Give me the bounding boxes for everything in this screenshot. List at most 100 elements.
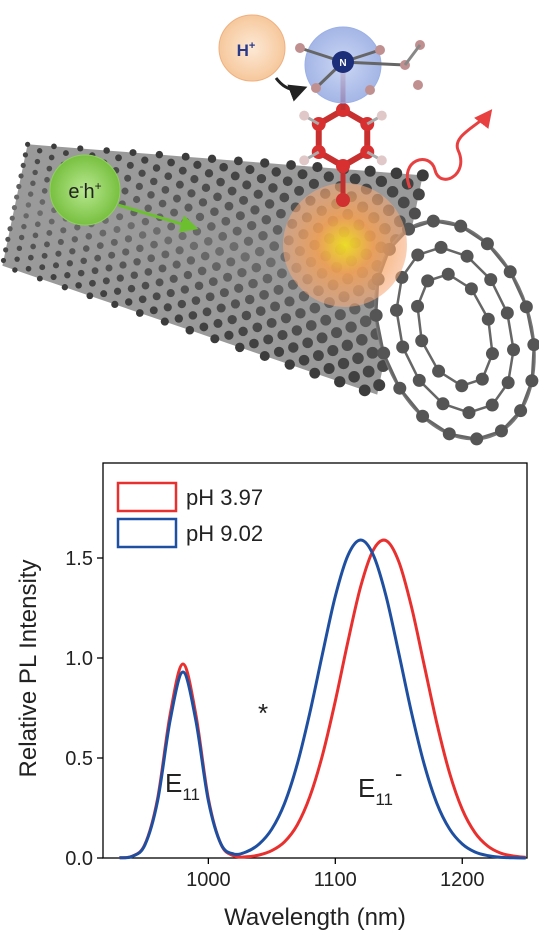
carbon-atom <box>255 306 266 316</box>
carbon-atom <box>147 254 156 263</box>
carbon-atom <box>51 143 57 150</box>
carbon-atom <box>352 352 364 365</box>
annotation-sub: 11 <box>375 790 393 809</box>
carbon-atom <box>216 177 225 187</box>
n-atom <box>332 51 354 73</box>
carbon-atom <box>258 230 268 241</box>
carbon-atom <box>359 315 372 328</box>
annotation-sup: - <box>395 761 402 786</box>
carbon-atom <box>272 225 283 235</box>
carbon-atom <box>237 267 247 278</box>
carbon-atom <box>55 250 62 257</box>
h-atom <box>413 80 423 90</box>
carbon-atom <box>164 236 173 245</box>
carbon-atom <box>61 284 69 291</box>
plot-frame <box>102 462 528 859</box>
carbon-atom <box>136 244 144 253</box>
h-atom <box>299 110 310 121</box>
carbon-atom <box>500 306 514 320</box>
carbon-atom <box>485 398 499 412</box>
carbon-atom <box>94 254 102 262</box>
carbon-atom <box>122 248 130 256</box>
carbon-atom <box>298 354 310 366</box>
carbon-atom <box>271 167 281 177</box>
carbon-atom <box>282 176 293 187</box>
carbon-atom <box>41 252 48 259</box>
carbon-atom <box>34 221 41 228</box>
exciton-h-sup: + <box>95 179 102 193</box>
carbon-atom <box>213 318 223 328</box>
carbon-atom <box>442 427 456 441</box>
carbon-atom <box>216 303 226 313</box>
carbon-atom <box>251 262 262 273</box>
carbon-atom <box>124 235 133 243</box>
exciton-e-sup: - <box>79 179 83 193</box>
carbon-atom <box>411 299 425 313</box>
carbon-atom <box>294 185 305 196</box>
carbon-atom <box>138 169 146 177</box>
carbon-atom <box>297 169 308 180</box>
carbon-atom <box>308 178 320 189</box>
carbon-atom <box>105 264 113 272</box>
carbon-atom <box>241 310 252 321</box>
carbon-atom <box>238 326 248 337</box>
carbon-atom <box>269 241 280 252</box>
carbon-atom <box>229 241 239 252</box>
carbon-atom <box>226 257 236 267</box>
carbon-atom <box>181 152 190 161</box>
carbon-atom <box>187 189 196 198</box>
carbon-atom <box>514 404 528 418</box>
carbon-atom <box>113 226 121 234</box>
carbon-atom <box>37 210 43 216</box>
carbon-atom <box>323 171 335 182</box>
carbon-atom <box>221 216 231 226</box>
legend-label: pH 9.02 <box>186 521 263 546</box>
series-line <box>119 538 526 860</box>
carbon-atom <box>386 186 399 198</box>
carbon-atom <box>305 320 317 331</box>
carbon-atom <box>25 202 32 208</box>
carbon-atom <box>66 260 74 267</box>
carbon-atom <box>14 194 20 200</box>
carbon-atom <box>30 243 36 250</box>
carbon-atom <box>115 154 122 162</box>
x-tick-label: 1200 <box>440 869 485 891</box>
carbon-atom <box>273 346 285 357</box>
carbon-atom <box>180 285 190 294</box>
carbon-atom <box>12 267 18 273</box>
carbon-atom <box>464 282 478 296</box>
carbon-atom <box>393 381 407 395</box>
carbon-atom <box>389 303 403 317</box>
carbon-atom <box>57 238 64 246</box>
carbon-atom <box>135 182 143 191</box>
carbon-atom <box>210 334 220 344</box>
carbon-atom <box>7 226 13 232</box>
carbon-atom <box>377 346 391 360</box>
carbon-atom <box>22 152 29 158</box>
carbon-atom <box>240 252 250 262</box>
exciton-h: h <box>83 181 94 203</box>
carbon-atom <box>32 169 38 176</box>
carbon-atom <box>158 199 167 208</box>
carbon-atom <box>249 338 259 349</box>
carbon-atom <box>116 274 124 282</box>
carbon-atom <box>108 251 116 259</box>
carbon-atom <box>234 283 244 293</box>
carbon-atom <box>470 432 484 446</box>
annotation: * <box>258 698 268 728</box>
carbon-atom <box>188 311 198 320</box>
carbon-atom <box>260 158 270 168</box>
carbon-atom <box>127 284 136 293</box>
carbon-atom <box>172 260 181 269</box>
carbon-atom <box>183 270 193 280</box>
carbon-atom <box>390 167 403 180</box>
carbon-atom <box>291 325 303 336</box>
carbon-atom <box>309 302 321 314</box>
bond <box>403 44 422 66</box>
carbon-atom <box>426 214 440 228</box>
carbon-atom <box>21 223 27 230</box>
carbon-atom <box>194 281 204 291</box>
carbon-atom <box>9 215 15 221</box>
carbon-atom <box>475 372 489 386</box>
carbon-atom <box>18 234 25 241</box>
